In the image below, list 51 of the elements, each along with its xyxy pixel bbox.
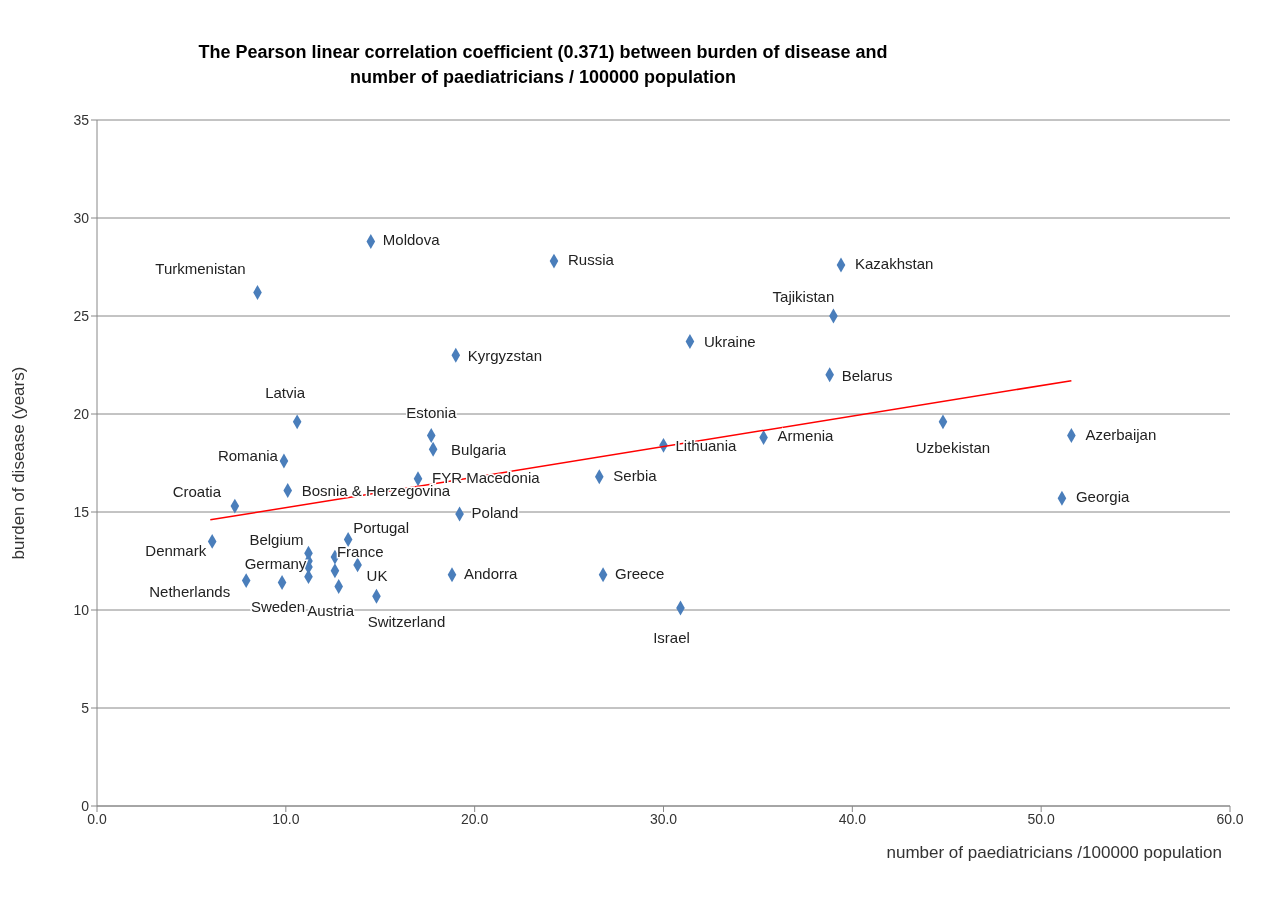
annotation: Andorra	[464, 564, 519, 582]
annotation: Austria	[307, 602, 355, 620]
x-tick-label: 60.0	[1216, 810, 1244, 827]
annotation: Azerbaijan	[1085, 425, 1157, 443]
annotation: Bulgaria	[451, 441, 507, 459]
annotation: Croatia	[172, 483, 222, 501]
annotation: Russia	[567, 251, 615, 269]
y-tick-label: 35	[73, 111, 90, 128]
annotation: Armenia	[777, 427, 835, 445]
annotation: Uzbekistan	[915, 438, 991, 456]
annotation: UK	[366, 566, 388, 584]
annotation: Denmark	[145, 542, 207, 560]
y-tick-label: 10	[73, 601, 90, 618]
annotation: Switzerland	[367, 613, 446, 631]
x-tick-label: 0.0	[87, 810, 107, 827]
annotation: Estonia	[406, 403, 457, 421]
annotation: Tajikistan	[772, 287, 835, 305]
annotation: Kyrgyzstan	[467, 347, 542, 365]
annotation: Germany	[244, 554, 307, 572]
annotation: Netherlands	[149, 582, 231, 600]
annotation: Poland	[471, 503, 519, 521]
annotation: Lithuania	[675, 437, 738, 455]
annotation: Moldova	[382, 231, 441, 249]
y-tick-label: 15	[73, 503, 90, 520]
annotation: Sweden	[250, 597, 306, 615]
annotation: Georgia	[1075, 488, 1130, 506]
y-tick-label: 0	[81, 797, 90, 814]
chart-title: The Pearson linear correlation coefficient (0.371) between burden of disease and number of paediatricians / 100000 population	[197, 41, 889, 89]
x-tick-label: 10.0	[272, 810, 300, 827]
x-tick-label: 30.0	[649, 810, 678, 827]
y-tick-label: 30	[73, 209, 90, 226]
annotation: Israel	[653, 629, 690, 647]
annotation: France	[336, 543, 384, 561]
y-tick-label: 25	[73, 307, 90, 324]
annotation: Portugal	[353, 519, 410, 537]
x-axis-title: number of paediatricians /100000 population	[886, 843, 1222, 862]
y-axis-title: burden of disease (years)	[9, 366, 29, 560]
x-tick-label: 20.0	[461, 810, 489, 827]
annotation: Kazakhstan	[855, 255, 934, 273]
x-tick-label: 40.0	[838, 810, 867, 827]
annotation: Ukraine	[703, 333, 756, 351]
annotation: Serbia	[613, 466, 658, 484]
y-tick-label: 20	[73, 405, 90, 422]
annotation: Greece	[615, 564, 665, 582]
annotation: Turkmenistan	[155, 260, 246, 278]
annotation: Latvia	[265, 383, 306, 401]
annotation: Romania	[217, 447, 279, 465]
annotation: Belgium	[249, 531, 304, 549]
x-tick-label: 50.0	[1027, 810, 1055, 827]
y-tick-label: 5	[81, 699, 90, 716]
annotation: Belarus	[841, 366, 893, 384]
